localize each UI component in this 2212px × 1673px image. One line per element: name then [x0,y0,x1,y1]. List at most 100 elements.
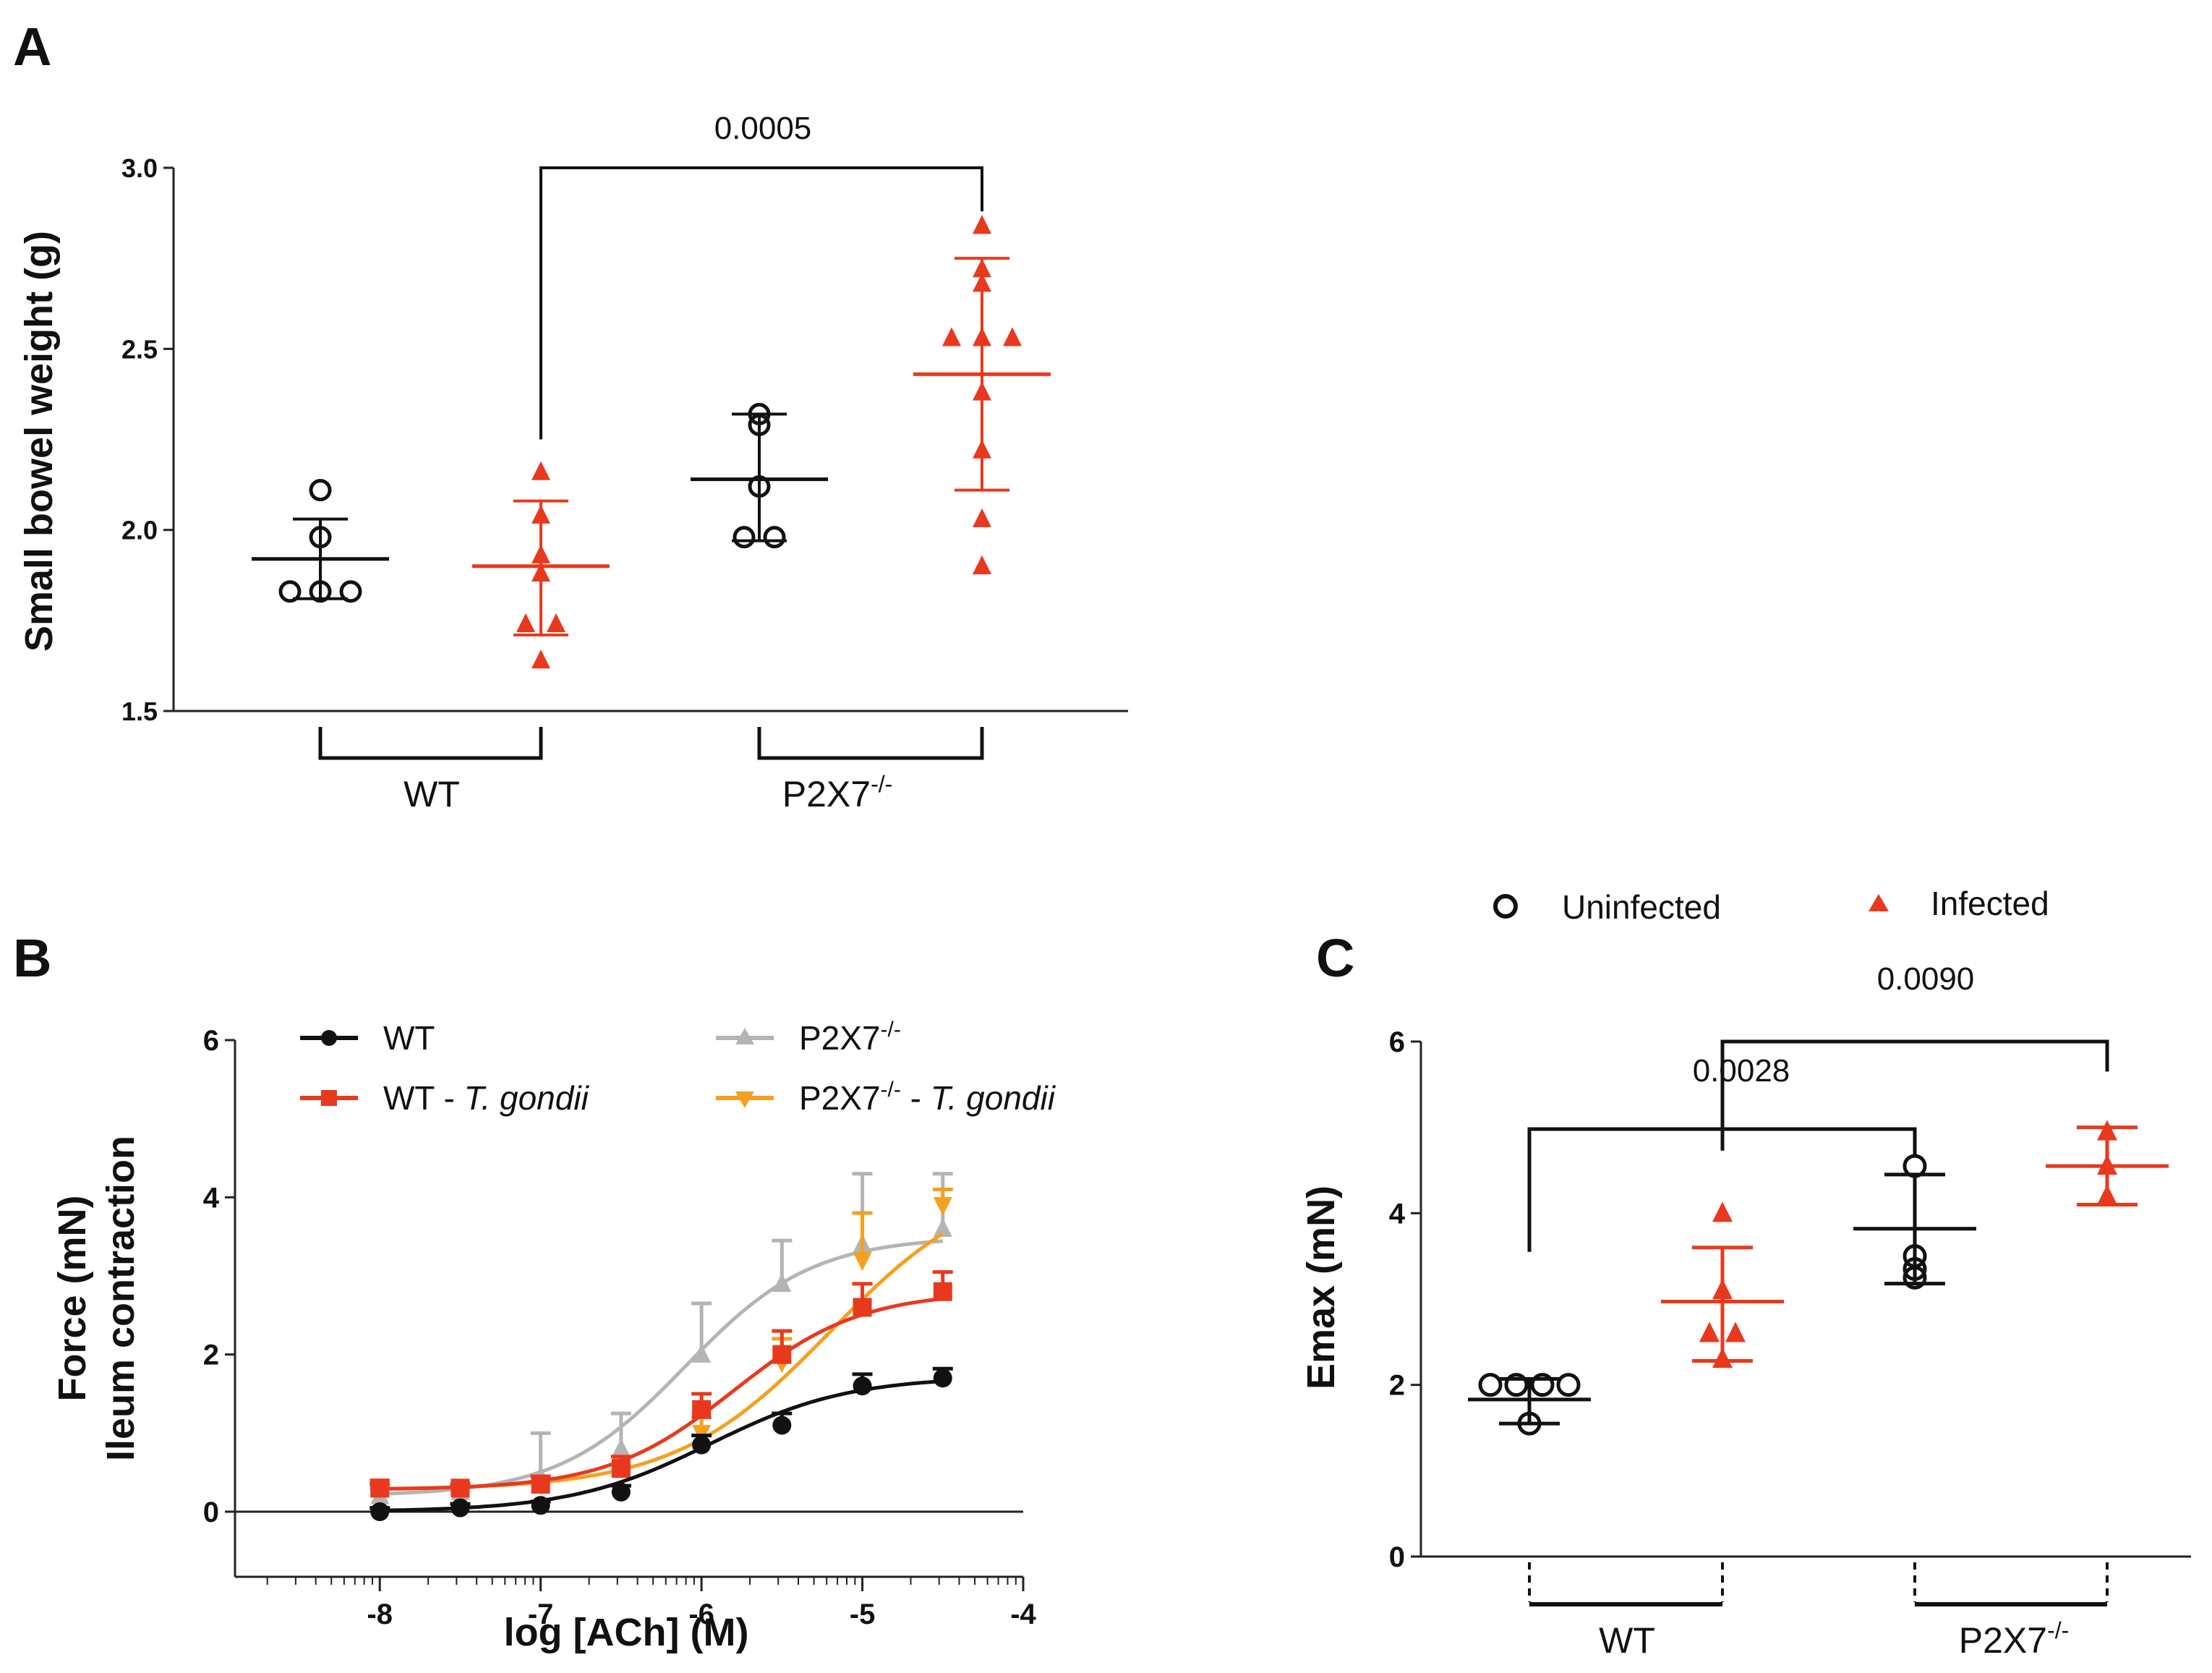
panel-c-group-wt: WT [1599,1620,1655,1661]
panel-b-data-point [772,1272,792,1293]
panel-b-data-point [772,1345,792,1364]
panel-b-data-point [692,1400,712,1419]
panel-c-data-point [1903,1256,1927,1281]
legend-item-wt: WT [300,1019,435,1057]
panel-b-data-point [611,1438,631,1457]
panel-b-chart: Force (mN) Ileum contraction log [ACh] (… [51,1018,1056,1654]
panel-b-data-point [933,1217,952,1238]
panel-b-ytick-label: 4 [203,1182,220,1214]
panel-b-data-point [531,1496,550,1515]
legend-marker-circle-icon [321,1030,337,1046]
panel-b-data-point [933,1368,952,1388]
panel-c-data-point [2097,1154,2117,1175]
panel-a-pvalue: 0.0005 [714,111,812,146]
panel-b-data-point [853,1252,872,1272]
panel-c-data-point [1903,1154,1927,1178]
panel-c-data-point [1504,1373,1529,1397]
legend-triangle-icon [1869,894,1889,911]
panel-a-group-p2x7: P2X7-/- [782,771,893,814]
panel-b-ytick-label: 2 [203,1340,219,1371]
panel-a-data-point [763,526,786,549]
panel-a-data-point [748,413,771,436]
panel-c-data-point [1712,1201,1733,1222]
panel-a-data-point [973,327,991,346]
panel-a-group-bracket [318,727,543,760]
panel-letter-a: A [13,17,51,77]
legend-uninfected-label: Uninfected [1562,888,1721,926]
panel-a-ytick-label: 2.0 [121,516,158,545]
panel-a-data-point [531,544,550,563]
panel-a-data-point [547,613,565,633]
panel-a-data-point [748,402,771,425]
panel-c-ytick-label: 0 [1389,1541,1405,1573]
panel-b-legend: WT WT - T. gondii P2X7-/- P2X7-/- - T. g… [300,1018,1056,1117]
panel-b-xtick-label: -6 [688,1598,714,1630]
panel-a-data-point [278,580,302,603]
svg-text:P2X7-/-: P2X7-/- [799,1018,901,1057]
panel-c-data-point [1517,1411,1542,1436]
panel-b-ylabel-line2: Ileum contraction [99,1136,142,1461]
legend-infected-label: Infected [1931,885,2049,922]
panel-a-data-point [973,508,991,527]
panel-a-data-point [531,562,550,582]
panel-a-ylabel: Small bowel weight (g) [17,231,61,652]
panel-b-ylabel-line1: Force (mN) [51,1195,94,1401]
panel-a-chart: Small bowel weight (g) 0.0005 WT P2X7-/- [17,111,892,814]
panel-b-data-point [611,1459,631,1478]
panel-a-data-point [309,526,332,549]
panel-c-data-point [2097,1120,2117,1141]
legend-open-circle-icon [1493,894,1518,919]
panel-b-data-point [692,1343,712,1363]
panel-c-data-point [1712,1279,1733,1300]
panel-letter-c: C [1316,928,1354,988]
panel-c-pvalue-2: 0.0090 [1877,961,1975,997]
svg-text:WT: WT [383,1019,435,1057]
panel-a-data-point [339,580,362,603]
panel-a-data-point [973,381,991,401]
panel-a-ytick-label: 1.5 [121,697,158,726]
panel-c-chart: Emax (mN) 0.0090 0.0028 Uninfected Infec… [1299,885,2069,1661]
panel-a-data-point [942,327,961,346]
chart-marks: 1.5 2.0 2.5 3.0 0 2 4 6 -8 -7 -6 -5 -4 0 2 4 6 [121,153,2191,1630]
legend-item-p2x7: P2X7-/- [716,1018,901,1057]
panel-a-ytick-label: 3.0 [121,153,158,183]
panel-a-data-point [516,613,535,633]
panel-c-data-point [1699,1321,1720,1342]
panel-b-xtick-label: -8 [367,1598,393,1630]
panel-b-fit-curve [380,1232,944,1491]
panel-a-data-point [973,555,991,574]
panel-b-data-point [772,1416,792,1435]
panel-c-significance-bracket-2 [1720,1039,2109,1151]
panel-c-pvalue-1: 0.0028 [1693,1053,1790,1089]
panel-b-data-point [370,1478,390,1498]
panel-a-data-point [973,258,991,278]
panel-c-data-point [1712,1347,1733,1368]
panel-b-data-point [933,1282,952,1301]
panel-letter-b: B [13,928,51,988]
panel-a-data-point [531,649,550,669]
panel-b-fit-curve [380,1379,943,1512]
panel-a-group-wt: WT [403,774,460,814]
panel-b-data-point [611,1482,631,1502]
panel-c-ylabel: Emax (mN) [1299,1185,1343,1389]
panel-a-significance-bracket [539,166,983,440]
panel-b-data-point [450,1498,470,1517]
panel-c-ytick-label: 6 [1389,1026,1405,1058]
panel-a-data-point [309,580,332,603]
svg-text:P2X7-/- - T. gondii: P2X7-/- - T. gondii [799,1078,1056,1117]
panel-b-ytick-label: 0 [203,1497,219,1528]
panel-c-data-point [1530,1373,1555,1397]
legend-item-p2x7-tgondii: P2X7-/- - T. gondii [716,1078,1056,1117]
legend-marker-triangle-icon [735,1028,754,1044]
panel-b-xtick-label: -5 [850,1598,876,1630]
panel-a-data-point [973,215,991,234]
panel-b-data-point [853,1298,872,1317]
panel-a-ytick-label: 2.5 [121,334,158,364]
panel-b-data-point [933,1196,952,1217]
panel-a-data-point [748,475,771,498]
panel-b-data-point [853,1376,872,1396]
svg-text:WT - T. gondii: WT - T. gondii [383,1079,590,1117]
panel-a-data-point [973,273,991,292]
panel-b-data-point [531,1474,550,1494]
